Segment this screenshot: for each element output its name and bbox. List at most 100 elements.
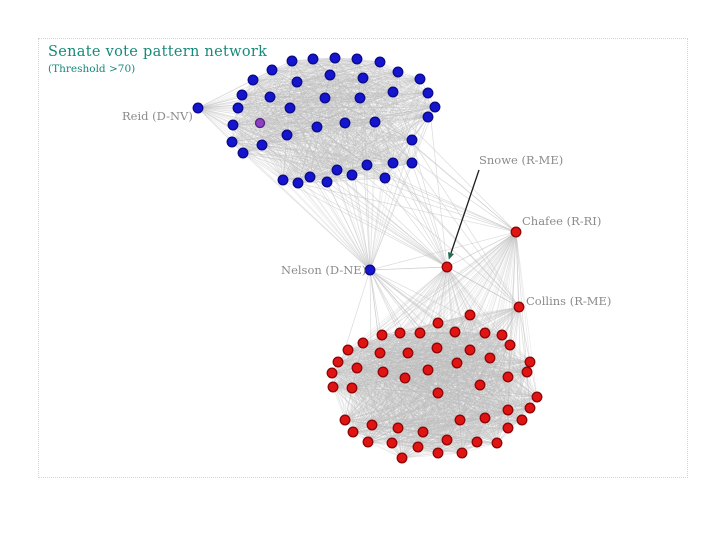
node-label-chafee: Chafee (R-RI)	[522, 214, 602, 228]
republican-node	[441, 434, 453, 446]
republican-node	[449, 326, 461, 338]
democrat-node	[292, 177, 304, 189]
democrat-node	[321, 176, 333, 188]
republican-node	[432, 447, 444, 459]
democrat-node	[392, 66, 404, 78]
republican-node	[516, 414, 528, 426]
democrat-node	[227, 119, 239, 131]
republican-node	[326, 367, 338, 379]
democrat-node	[422, 87, 434, 99]
republican-node	[502, 404, 514, 416]
node-snowe	[441, 261, 453, 273]
democrat-node	[361, 159, 373, 171]
republican-node	[399, 372, 411, 384]
republican-node	[464, 344, 476, 356]
democrat-node	[357, 72, 369, 84]
republican-node	[431, 342, 443, 354]
node-label-collins: Collins (R-ME)	[526, 294, 612, 308]
republican-node	[504, 339, 516, 351]
republican-node	[484, 352, 496, 364]
republican-node	[524, 356, 536, 368]
figure-title: Senate vote pattern network	[48, 44, 268, 60]
democrat-node	[329, 52, 341, 64]
republican-node	[376, 329, 388, 341]
republican-node	[479, 412, 491, 424]
democrat-node	[406, 134, 418, 146]
republican-node	[454, 414, 466, 426]
democrat-node	[422, 111, 434, 123]
democrat-node	[324, 69, 336, 81]
democrat-node	[256, 139, 268, 151]
republican-node	[374, 347, 386, 359]
republican-node	[394, 327, 406, 339]
democrat-node	[311, 121, 323, 133]
democrat-node	[387, 157, 399, 169]
independent-node	[254, 117, 266, 129]
annotation-arrow-shaft	[450, 169, 480, 254]
democrat-node	[346, 169, 358, 181]
republican-node	[474, 379, 486, 391]
republican-node	[362, 436, 374, 448]
republican-node	[531, 391, 543, 403]
democrat-node	[304, 171, 316, 183]
democrat-node	[354, 92, 366, 104]
democrat-node	[236, 89, 248, 101]
democrat-node	[429, 101, 441, 113]
node-reid	[192, 102, 204, 114]
republican-node	[491, 437, 503, 449]
democrat-node	[232, 102, 244, 114]
democrat-node	[379, 172, 391, 184]
republican-node	[471, 436, 483, 448]
democrat-node	[406, 157, 418, 169]
republican-node	[347, 426, 359, 438]
republican-node	[386, 437, 398, 449]
democrat-node	[286, 55, 298, 67]
republican-node	[351, 362, 363, 374]
republican-node	[464, 309, 476, 321]
democrat-node	[237, 147, 249, 159]
republican-node	[414, 327, 426, 339]
democrat-node	[369, 116, 381, 128]
republican-node	[396, 452, 408, 464]
democrat-node	[374, 56, 386, 68]
democrat-node	[414, 73, 426, 85]
node-chafee	[510, 226, 522, 238]
republican-node	[402, 347, 414, 359]
democrat-node	[264, 91, 276, 103]
republican-node	[502, 422, 514, 434]
republican-node	[432, 317, 444, 329]
democrat-node	[277, 174, 289, 186]
republican-node	[451, 357, 463, 369]
republican-node	[417, 426, 429, 438]
republican-node	[412, 441, 424, 453]
republican-node	[496, 329, 508, 341]
democrat-node	[307, 53, 319, 65]
democrat-node	[387, 86, 399, 98]
democrat-node	[291, 76, 303, 88]
democrat-node	[284, 102, 296, 114]
republican-node	[366, 419, 378, 431]
republican-node	[332, 356, 344, 368]
republican-node	[524, 402, 536, 414]
democrat-node	[247, 74, 259, 86]
republican-node	[377, 366, 389, 378]
democrat-node	[339, 117, 351, 129]
node-label-reid: Reid (D-NV)	[122, 109, 193, 123]
democrat-node	[226, 136, 238, 148]
republican-node	[479, 327, 491, 339]
republican-node	[327, 381, 339, 393]
democrat-node	[266, 64, 278, 76]
node-collins	[513, 301, 525, 313]
figure-subtitle: (Threshold >70)	[48, 63, 136, 75]
annotation-arrow-head	[447, 251, 455, 260]
nodes-layer	[192, 52, 543, 464]
republican-node	[422, 364, 434, 376]
democrat-node	[331, 164, 343, 176]
republican-node	[342, 344, 354, 356]
node-nelson	[364, 264, 376, 276]
node-label-nelson: Nelson (D-NE)	[281, 263, 367, 277]
republican-node	[456, 447, 468, 459]
democrat-node	[319, 92, 331, 104]
